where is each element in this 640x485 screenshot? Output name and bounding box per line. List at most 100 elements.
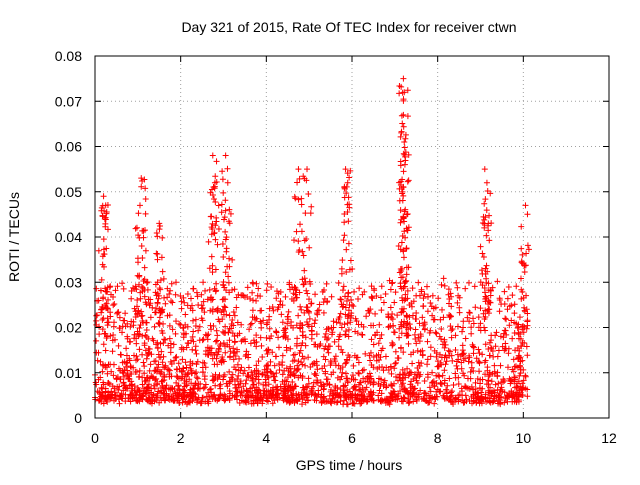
roti-point	[222, 323, 229, 330]
roti-point	[343, 393, 350, 400]
roti-point	[330, 391, 337, 398]
roti-point	[287, 345, 294, 352]
roti-point	[491, 393, 498, 400]
roti-point	[368, 283, 375, 290]
roti-point	[324, 398, 331, 405]
roti-point	[93, 285, 100, 292]
roti-point	[493, 329, 500, 336]
roti-point	[523, 250, 530, 257]
roti-point	[232, 366, 239, 373]
roti-point	[180, 365, 187, 372]
roti-point	[514, 325, 521, 332]
roti-point	[303, 394, 310, 401]
roti-point	[352, 315, 359, 322]
roti-point	[413, 397, 420, 404]
roti-point	[123, 352, 130, 359]
roti-point	[299, 276, 306, 283]
roti-point	[211, 230, 218, 237]
roti-point	[247, 321, 254, 328]
roti-point	[184, 339, 191, 346]
roti-point	[238, 338, 245, 345]
roti-point	[130, 322, 137, 329]
roti-point	[250, 400, 257, 407]
roti-point	[339, 287, 346, 294]
roti-point	[174, 366, 181, 373]
roti-point	[397, 280, 404, 287]
roti-point	[518, 286, 525, 293]
roti-point	[141, 363, 148, 370]
roti-point	[441, 344, 448, 351]
roti-point	[135, 259, 142, 266]
roti-point	[140, 359, 147, 366]
roti-point	[257, 307, 264, 314]
roti-point	[134, 296, 141, 303]
roti-point	[331, 338, 338, 345]
roti-point	[442, 361, 449, 368]
roti-point	[288, 319, 295, 326]
roti-peak-point	[211, 179, 218, 186]
roti-point	[397, 387, 404, 394]
roti-point	[208, 213, 215, 220]
roti-point	[521, 268, 528, 275]
roti-point	[182, 311, 189, 318]
roti-point	[324, 346, 331, 353]
roti-peak-point	[481, 166, 488, 173]
roti-point	[486, 398, 493, 405]
roti-point	[447, 290, 454, 297]
roti-peak-point	[304, 166, 311, 173]
roti-point	[200, 298, 207, 305]
roti-point	[302, 342, 309, 349]
roti-point	[314, 377, 321, 384]
roti-point	[351, 352, 358, 359]
roti-point	[285, 316, 292, 323]
roti-point	[409, 360, 416, 367]
roti-point	[150, 382, 157, 389]
roti-point	[440, 275, 447, 282]
roti-point	[178, 298, 185, 305]
roti-point	[107, 332, 114, 339]
roti-point	[335, 316, 342, 323]
roti-point	[296, 289, 303, 296]
roti-point	[396, 90, 403, 97]
roti-point	[391, 299, 398, 306]
roti-point	[103, 396, 110, 403]
roti-point	[460, 318, 467, 325]
roti-point	[342, 331, 349, 338]
roti-point	[159, 330, 166, 337]
roti-point	[441, 336, 448, 343]
roti-point	[433, 350, 440, 357]
roti-point	[287, 384, 294, 391]
roti-point	[392, 359, 399, 366]
roti-point	[206, 386, 213, 393]
roti-point	[401, 283, 408, 290]
roti-point	[416, 320, 423, 327]
roti-point	[417, 387, 424, 394]
roti-point	[437, 316, 444, 323]
roti-point	[470, 367, 477, 374]
roti-point	[496, 394, 503, 401]
roti-point	[344, 313, 351, 320]
roti-point	[397, 158, 404, 165]
roti-point	[213, 280, 220, 287]
roti-point	[204, 344, 211, 351]
roti-point	[473, 355, 480, 362]
roti-point	[180, 334, 187, 341]
roti-point	[263, 394, 270, 401]
roti-point	[298, 306, 305, 313]
roti-peak-point	[102, 202, 109, 209]
roti-point	[309, 361, 316, 368]
roti-point	[105, 296, 112, 303]
roti-point	[323, 280, 330, 287]
roti-point	[510, 390, 517, 397]
roti-point	[188, 380, 195, 387]
roti-point	[134, 303, 141, 310]
roti-point	[421, 377, 428, 384]
roti-point	[244, 284, 251, 291]
roti-point	[222, 228, 229, 235]
roti-point	[98, 287, 105, 294]
roti-point	[431, 383, 438, 390]
roti-point	[344, 379, 351, 386]
roti-point	[127, 391, 134, 398]
roti-point	[141, 176, 148, 183]
roti-peak-point	[138, 175, 145, 182]
